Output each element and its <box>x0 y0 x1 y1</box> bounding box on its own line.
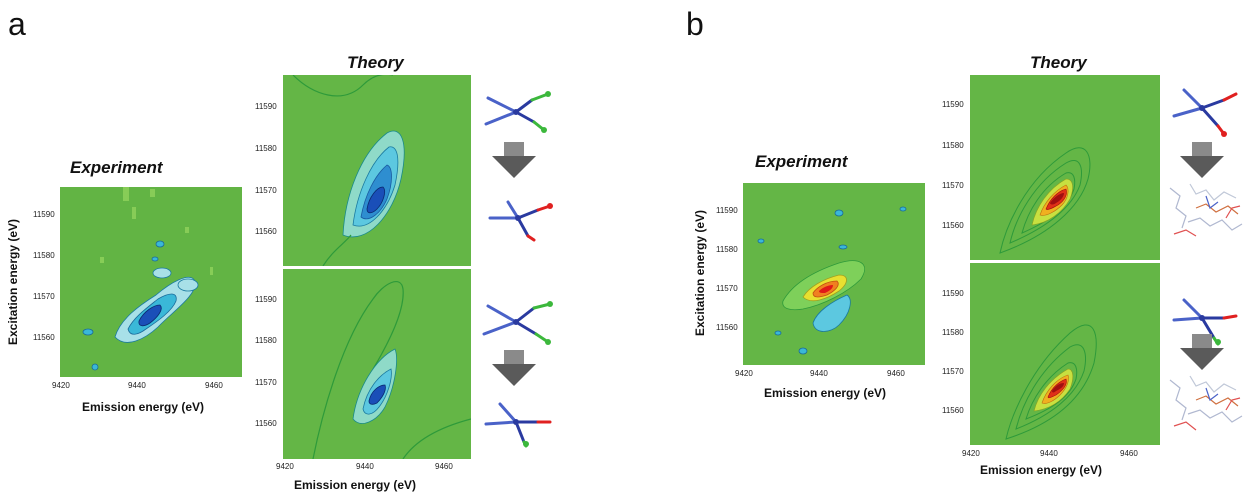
xtick: 9420 <box>276 462 294 471</box>
ytick: 11570 <box>255 186 277 195</box>
ytick: 11570 <box>255 378 277 387</box>
heatmap-theory-b-top <box>970 75 1160 260</box>
panel-label-b: b <box>686 6 704 42</box>
down-arrow-icon <box>492 142 536 178</box>
ytick: 11580 <box>942 328 964 337</box>
molecule-structure <box>1168 84 1240 138</box>
heatmap-theory-b-bottom <box>970 263 1160 445</box>
molecule-structure <box>478 88 556 136</box>
ytick: 11570 <box>716 284 738 293</box>
experiment-title-b: Experiment <box>755 152 848 171</box>
theory-title-a: Theory <box>347 53 404 72</box>
xtick: 9440 <box>1040 449 1058 458</box>
xlabel-experiment-a: Emission energy (eV) <box>82 400 205 414</box>
ytick: 11560 <box>942 406 964 415</box>
down-arrow-icon <box>492 350 536 386</box>
xtick: 9440 <box>356 462 374 471</box>
heatmap-theory-a-bottom <box>283 269 471 459</box>
protein-environment-structure <box>1166 372 1246 434</box>
molecule-structure <box>478 296 556 346</box>
ylabel-experiment-a: Excitation energy (eV) <box>6 218 21 346</box>
xlabel-theory-a: Emission energy (eV) <box>294 478 417 492</box>
ytick: 11590 <box>255 102 277 111</box>
ytick: 11560 <box>716 323 738 332</box>
xlabel-experiment-b: Emission energy (eV) <box>764 386 887 400</box>
xtick: 9460 <box>1120 449 1138 458</box>
heatmap-experiment-a <box>60 187 242 377</box>
ytick: 11590 <box>255 295 277 304</box>
down-arrow-icon <box>1180 142 1224 178</box>
ytick: 11570 <box>942 181 964 190</box>
xtick: 9460 <box>435 462 453 471</box>
heatmap-experiment-b <box>743 183 925 365</box>
molecule-structure <box>1168 296 1242 346</box>
xlabel-theory-b: Emission energy (eV) <box>980 463 1103 477</box>
ytick: 11580 <box>716 245 738 254</box>
ytick: 11580 <box>942 141 964 150</box>
xtick: 9460 <box>887 369 905 378</box>
xtick: 9440 <box>128 381 146 390</box>
ytick: 11560 <box>942 221 964 230</box>
ytick: 11590 <box>942 100 964 109</box>
ytick: 11590 <box>33 210 55 219</box>
xtick: 9440 <box>810 369 828 378</box>
ylabel-experiment-b: Excitation energy (eV) <box>693 209 708 337</box>
molecule-structure <box>480 398 556 448</box>
experiment-title-a: Experiment <box>70 158 163 177</box>
ytick: 11580 <box>33 251 55 260</box>
ytick: 11560 <box>255 227 277 236</box>
heatmap-theory-a-top <box>283 75 471 266</box>
ytick: 11590 <box>942 289 964 298</box>
ytick: 11560 <box>255 419 277 428</box>
xtick: 9460 <box>205 381 223 390</box>
ytick: 11580 <box>255 144 277 153</box>
molecule-structure <box>482 196 556 242</box>
xtick: 9420 <box>735 369 753 378</box>
protein-environment-structure <box>1166 178 1246 238</box>
ytick: 11570 <box>942 367 964 376</box>
ytick: 11580 <box>255 336 277 345</box>
xtick: 9420 <box>52 381 70 390</box>
panel-label-a: a <box>8 6 26 42</box>
ytick: 11570 <box>33 292 55 301</box>
down-arrow-icon <box>1180 334 1224 370</box>
theory-title-b: Theory <box>1030 53 1087 72</box>
ytick: 11590 <box>716 206 738 215</box>
ytick: 11560 <box>33 333 55 342</box>
xtick: 9420 <box>962 449 980 458</box>
